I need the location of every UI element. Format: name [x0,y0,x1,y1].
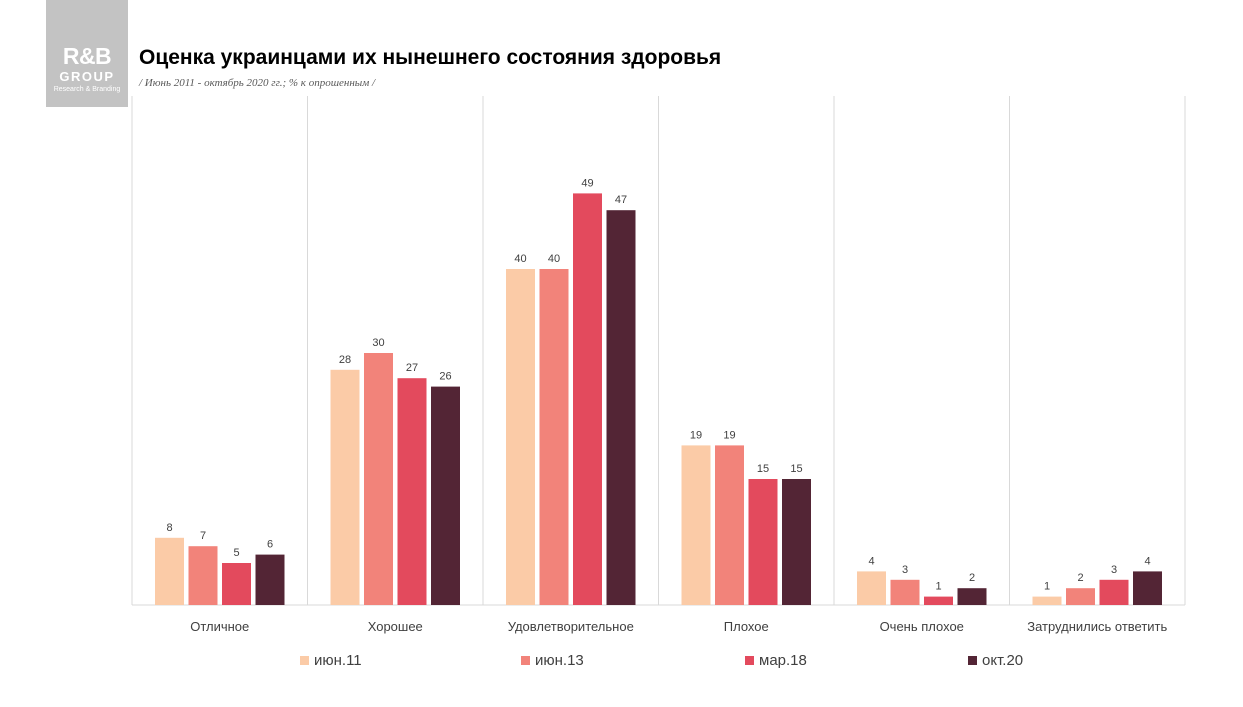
data-label: 5 [233,547,239,559]
data-label: 40 [548,253,560,265]
chart-subtitle: / Июнь 2011 - октябрь 2020 гг.; % к опро… [139,77,376,89]
bar [397,378,427,605]
legend-item: июн.11 [300,652,362,669]
bar [924,596,953,605]
bar [364,353,393,605]
data-label: 3 [902,564,908,576]
legend-item: июн.13 [521,652,584,669]
legend-swatch [968,656,977,665]
legend-swatch [300,656,309,665]
legend-label: окт.20 [982,652,1024,669]
bar [222,563,251,605]
bar [155,537,184,605]
legend-label: мар.18 [759,652,807,669]
x-tick-label: Очень плохое [880,619,964,634]
brand-logo: R&B GROUP Research & Branding [46,0,128,107]
data-label: 15 [757,463,769,475]
data-label: 8 [166,522,172,534]
data-label: 19 [723,429,735,441]
legend-item: мар.18 [745,652,807,669]
data-label: 27 [406,362,418,374]
bar [1032,596,1062,605]
data-label: 4 [868,555,874,567]
data-label: 30 [372,337,384,349]
bar [255,554,285,605]
bar [890,579,920,605]
data-label: 3 [1111,564,1117,576]
x-tick-label: Плохое [724,619,769,634]
data-label: 19 [690,429,702,441]
chart-title: Оценка украинцами их нынешнего состояния… [139,46,722,69]
chart-legend: июн.11 июн.13 мар.18 окт.20 [0,652,1243,672]
x-tick-label: Отличное [190,619,249,634]
bar [330,369,360,605]
bar [431,386,460,605]
bar [539,269,569,605]
data-label: 15 [790,463,802,475]
x-tick-label: Хорошее [368,619,423,634]
logo-brand: R&B [62,43,112,69]
bar [857,571,886,605]
data-label: 49 [581,177,593,189]
legend-label: июн.13 [535,652,584,669]
logo-tagline: Research & Branding [53,86,121,93]
legend-swatch [521,656,530,665]
legend-label: июн.11 [314,652,362,669]
bar [748,479,778,605]
bar [957,588,987,605]
data-label: 2 [1077,572,1083,584]
data-label: 26 [439,371,451,383]
data-label: 28 [339,354,351,366]
x-tick-label: Затруднились ответить [1027,619,1167,634]
bar [188,546,218,605]
data-label: 1 [1044,581,1050,593]
bar [506,269,535,605]
legend-swatch [745,656,754,665]
legend-item: окт.20 [968,652,1023,669]
bar [573,193,602,605]
bar [782,479,811,605]
bar [715,445,744,605]
data-label: 1 [935,581,941,593]
x-tick-label: Удовлетворительное [508,619,634,634]
data-label: 40 [514,253,526,265]
data-label: 47 [615,194,627,206]
data-label: 4 [1144,555,1150,567]
bar [1066,588,1095,605]
data-label: 2 [969,572,975,584]
data-label: 7 [200,530,206,542]
data-label: 6 [267,539,273,551]
bar [1099,579,1129,605]
bar [606,210,636,605]
bar [681,445,711,605]
bar [1133,571,1162,605]
logo-group: GROUP [59,69,115,84]
